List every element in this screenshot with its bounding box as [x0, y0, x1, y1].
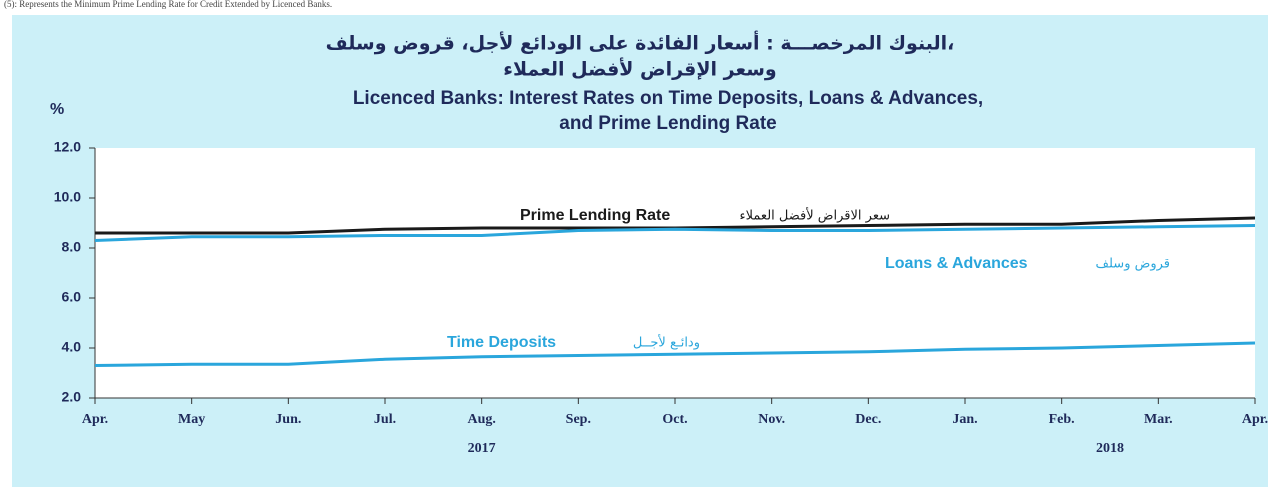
series-label-ar: سعر الاقراض لأفضل العملاء: [740, 207, 890, 224]
line: [94, 341, 1256, 367]
x-tick-label: Jun.: [275, 412, 301, 427]
x-tick-label: Nov.: [758, 412, 785, 427]
y-tick-label: 12.0: [54, 139, 81, 155]
x-tick-label: Oct.: [662, 412, 687, 427]
x-tick-label: May: [178, 412, 205, 427]
x-tick-label: Feb.: [1049, 412, 1075, 427]
title: Licenced Banks: Interest Rates on Time D…: [353, 88, 983, 109]
series-label: Prime Lending Rate: [520, 207, 670, 224]
x-tick-label: Aug.: [467, 412, 495, 427]
x-tick-label: Mar.: [1144, 412, 1173, 427]
title: and Prime Lending Rate: [559, 113, 776, 134]
x-tick-label: Apr.: [82, 412, 108, 427]
series-label: Time Deposits: [447, 334, 556, 351]
y-tick-label: 2.0: [62, 389, 82, 405]
x-tick-label: Sep.: [566, 412, 591, 427]
series-label-ar: قروض وسلف: [1096, 257, 1170, 272]
series-label-ar: ودائـع لأجــل: [633, 334, 700, 351]
year-label: 2017: [468, 441, 496, 456]
line: [94, 224, 1256, 242]
title-ar: البنوك المرخصـــة : أسعار الفائدة على ال…: [326, 31, 955, 55]
year-label: 2018: [1096, 441, 1124, 456]
y-tick-label: 6.0: [62, 289, 82, 305]
y-axis-label: %: [50, 101, 64, 118]
y-tick-label: 8.0: [62, 239, 82, 255]
x-tick-label: Dec.: [855, 412, 881, 427]
x-tick-label: Jan.: [952, 412, 977, 427]
x-tick-label: Jul.: [374, 412, 396, 427]
y-tick-label: 10.0: [54, 189, 81, 205]
y-tick-label: 4.0: [62, 339, 82, 355]
title-ar: وسعر الإقراض لأفضل العملاء: [503, 58, 776, 81]
note: (5): Represents the Minimum Prime Lendin…: [4, 0, 332, 9]
x-tick-label: Apr.: [1242, 412, 1268, 427]
series-label: Loans & Advances: [885, 255, 1028, 272]
plot-area: [95, 148, 1255, 398]
